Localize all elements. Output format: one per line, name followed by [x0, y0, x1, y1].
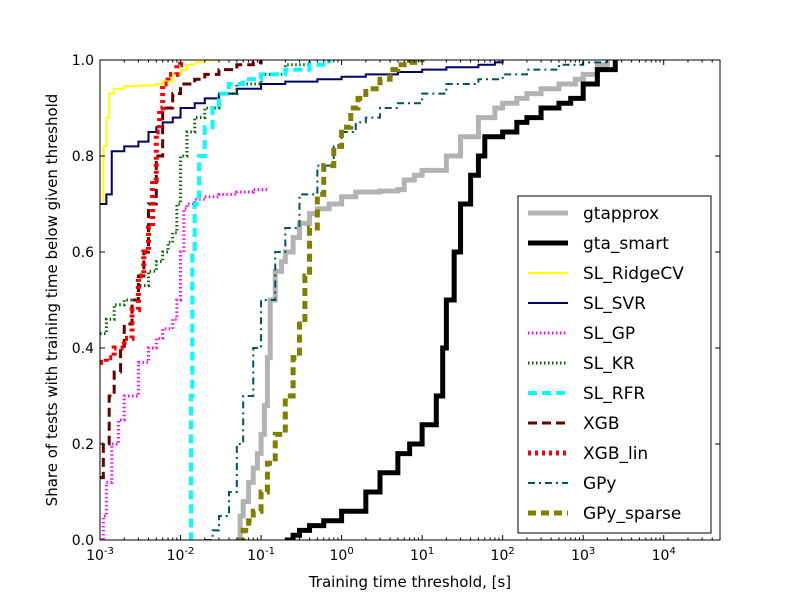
- y-tick-label: 0.4: [72, 341, 94, 357]
- x-axis: 10-3 10-2 10-1 100 101 102 103 104: [86, 60, 713, 564]
- legend-label-GPy_sparse: GPy_sparse: [583, 504, 681, 524]
- series-line-SL_RFR: [189, 60, 332, 540]
- legend-label-gtapprox: gtapprox: [583, 204, 659, 224]
- y-axis: 0.0 0.2 0.4 0.6 0.8 1.0: [72, 53, 720, 549]
- y-tick-label: 0.6: [72, 245, 94, 261]
- y-tick-label: 0.2: [72, 437, 94, 453]
- y-axis-label: Share of tests with training time below …: [43, 94, 61, 507]
- legend-label-XGB_lin: XGB_lin: [583, 444, 648, 464]
- series-line-XGB: [100, 60, 263, 480]
- x-tick-label: 101: [410, 546, 434, 564]
- series-line-XGB_lin: [100, 60, 184, 365]
- y-tick-label: 0.0: [72, 533, 94, 549]
- series-line-SL_GP: [100, 187, 269, 540]
- legend-label-SL_SVR: SL_SVR: [583, 294, 646, 314]
- series-line-gta_smart: [285, 60, 618, 540]
- legend-frame: [517, 195, 712, 534]
- x-tick-label: 103: [571, 546, 595, 564]
- x-axis-label: Training time threshold, [s]: [308, 573, 511, 591]
- legend-label-SL_RidgeCV: SL_RidgeCV: [583, 264, 684, 284]
- legend-label-GPy: GPy: [583, 474, 617, 494]
- x-tick-label: 100: [329, 546, 353, 564]
- series-line-SL_RidgeCV: [100, 60, 219, 205]
- y-tick-label: 0.8: [72, 149, 94, 165]
- series-line-SL_SVR: [100, 60, 504, 205]
- x-tick-label: 10-3: [86, 546, 114, 564]
- series-line-GPy_sparse: [236, 60, 425, 540]
- legend-label-SL_KR: SL_KR: [583, 354, 635, 374]
- legend-label-SL_RFR: SL_RFR: [583, 384, 645, 404]
- legend: gtapprox gta_smart SL_RidgeCV SL_SVR SL_GP SL…: [517, 195, 712, 534]
- x-tick-label: 102: [491, 546, 515, 564]
- legend-label-SL_GP: SL_GP: [583, 324, 635, 344]
- series-line-gtapprox: [236, 60, 610, 540]
- x-tick-label: 10-1: [247, 546, 275, 564]
- x-tick-label: 10-2: [167, 546, 195, 564]
- legend-label-gta_smart: gta_smart: [583, 234, 669, 254]
- legend-label-XGB: XGB: [583, 414, 619, 434]
- x-tick-label: 104: [652, 546, 676, 564]
- y-tick-label: 1.0: [72, 53, 94, 69]
- series-layer: [100, 60, 618, 540]
